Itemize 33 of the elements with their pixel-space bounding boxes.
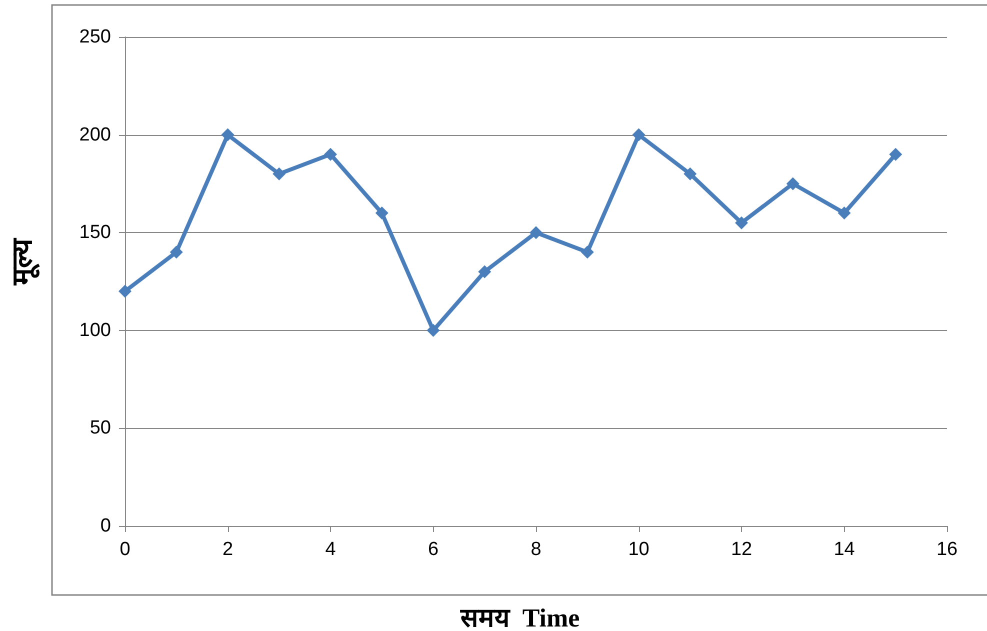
point [426,324,440,337]
point [221,128,234,142]
y-tick-label: 250 [79,26,111,48]
y-tick-label: 150 [79,222,111,244]
x-tick-label: 12 [730,539,752,560]
point [786,177,800,190]
point [580,246,594,259]
x-tick-label: 14 [834,539,856,560]
point [735,216,748,230]
point [889,148,902,161]
point [838,206,851,220]
x-tick-label: 10 [628,539,650,560]
point [530,226,542,240]
point [324,148,337,161]
x-tick-label: 2 [222,539,234,560]
x-tick-label: 4 [325,539,336,560]
x-tick-label: 8 [530,539,542,560]
y-axis-title: मूल्य [6,237,40,286]
y-tick-label: 0 [100,516,111,536]
x-tick-label: 0 [120,539,130,560]
point [170,246,183,259]
x-tick-label: 16 [936,539,958,560]
point [684,167,697,180]
x-tick-label: 6 [428,539,439,560]
x-axis-title: समय Time [459,604,580,631]
point [118,284,132,298]
y-tick-label: 200 [79,124,111,146]
point [375,206,388,220]
point [478,265,492,278]
point [632,128,646,142]
y-tick-label: 100 [79,320,111,341]
point [272,167,286,180]
y-tick-label: 50 [90,418,111,439]
